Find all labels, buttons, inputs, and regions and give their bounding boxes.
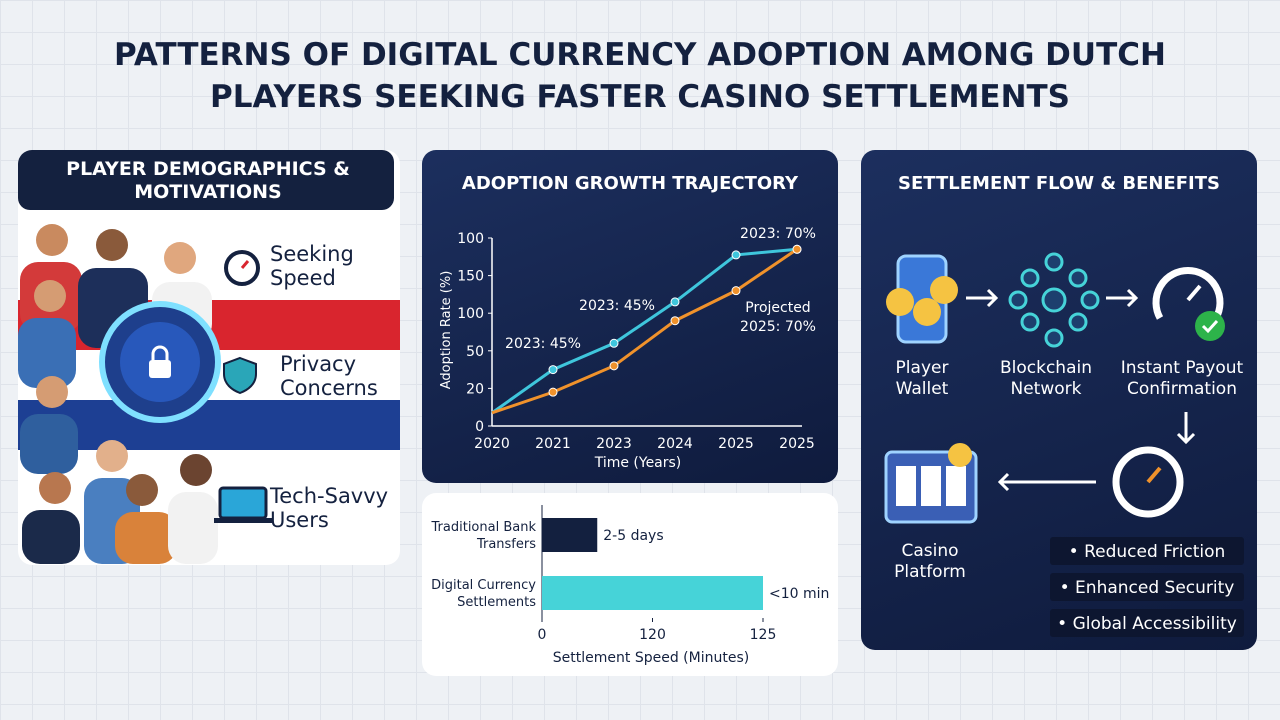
chart-title: ADOPTION GROWTH TRAJECTORY [462,173,799,194]
x-tick-label: 2023 [596,436,632,452]
y-tick-label: 100 [457,231,484,247]
category-label: Traditional Bank Transfers [431,520,537,552]
point [609,361,619,371]
node-label: Casino Platform [894,541,966,582]
people-illustration [18,224,272,564]
point [548,387,558,397]
x-tick-label: 2025 [779,436,815,452]
point [609,338,619,348]
annotation: 2023: 45% [505,336,581,352]
panel-heading: PLAYER DEMOGRAPHICS & MOTIVATIONS [66,158,350,203]
point [548,365,558,375]
page-title: PATTERNS OF DIGITAL CURRENCY ADOPTION AM… [114,37,1166,115]
line-series [491,248,798,415]
node-label: Instant Payout Confirmation [1121,358,1244,399]
x-tick-label: 0 [538,627,547,643]
y-tick-label: 100 [457,306,484,322]
node-label: Player Wallet [896,358,949,399]
flow-icons [884,252,1244,637]
y-tick-label: 50 [466,344,484,360]
point [792,244,802,254]
annotation: Projected 2025: 70% [740,300,816,335]
motivation: Seeking Speed [270,242,354,290]
bar-note: <10 min [769,586,829,602]
line-series [491,247,798,415]
annotation: 2023: 45% [579,298,655,314]
x-tick-label: 2021 [535,436,571,452]
y-axis-label: Adoption Rate (%) [439,271,454,390]
bar [542,518,598,552]
x-tick-label: 120 [639,627,666,643]
category-label: Digital Currency Settlements [431,578,536,610]
x-tick-label: 2024 [657,436,693,452]
benefit: • Enhanced Security [1060,578,1235,598]
x-tick-label: 2020 [474,436,510,452]
x-tick-label: 2025 [718,436,754,452]
point [670,316,680,326]
panel-heading: SETTLEMENT FLOW & BENEFITS [898,173,1220,194]
motivation: Privacy Concerns [280,352,378,400]
x-axis-label: Settlement Speed (Minutes) [553,650,749,666]
motivation: Tech-Savvy Users [270,484,389,532]
x-axis-label: Time (Years) [594,455,682,471]
flag-blue [18,400,400,450]
flow-panel [861,150,1257,650]
bar-note: 2-5 days [603,528,663,544]
annotation: 2023: 70% [740,226,816,242]
bar [542,576,763,610]
node-label: Blockchain Network [1000,358,1092,399]
x-tick-label: 125 [750,627,777,643]
benefit: • Reduced Friction [1069,542,1226,562]
y-tick-label: 20 [466,381,484,397]
heading-bar [18,150,394,210]
benefit: • Global Accessibility [1057,614,1237,634]
y-tick-label: 150 [457,269,484,285]
y-tick-label: 0 [475,419,484,435]
point [731,250,741,260]
point [670,297,680,307]
point [731,286,741,296]
